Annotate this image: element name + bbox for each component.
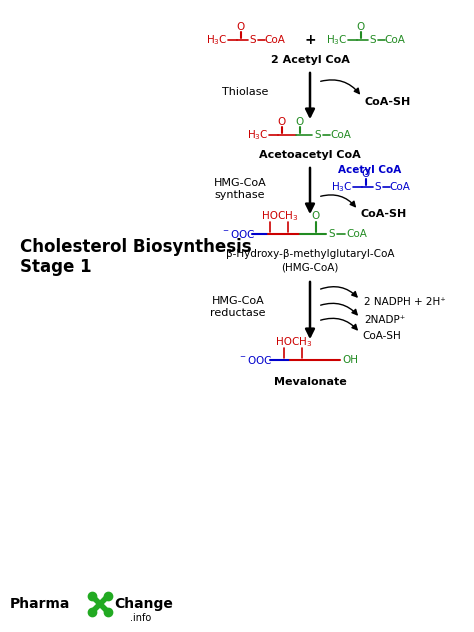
Text: H$_3$C: H$_3$C [331, 180, 353, 194]
Text: CoA: CoA [330, 130, 351, 140]
Text: O: O [362, 169, 370, 179]
Text: H$_3$C: H$_3$C [247, 128, 269, 142]
Text: OH: OH [342, 355, 358, 365]
Text: Acetoacetyl CoA: Acetoacetyl CoA [259, 150, 361, 160]
Text: $^-$OOC: $^-$OOC [238, 354, 272, 366]
Text: O: O [357, 22, 365, 32]
Text: S: S [374, 182, 381, 192]
Text: CoA: CoA [384, 35, 405, 45]
Text: H$_3$C: H$_3$C [206, 33, 228, 47]
Text: Mevalonate: Mevalonate [273, 377, 346, 387]
Text: HO: HO [262, 211, 278, 221]
Text: (HMG-CoA): (HMG-CoA) [281, 263, 339, 273]
Text: CH$_3$: CH$_3$ [277, 209, 299, 223]
Text: Thiolase: Thiolase [222, 87, 268, 97]
Text: S: S [370, 35, 376, 45]
Text: .info: .info [130, 613, 151, 623]
Text: S: S [315, 130, 321, 140]
Text: Acetyl CoA: Acetyl CoA [338, 165, 401, 175]
Text: β-Hydroxy-β-methylglutaryl-CoA: β-Hydroxy-β-methylglutaryl-CoA [226, 249, 394, 259]
Text: +: + [304, 33, 316, 47]
Text: CoA-SH: CoA-SH [365, 97, 411, 107]
Text: S: S [250, 35, 256, 45]
Text: HMG-CoA
synthase: HMG-CoA synthase [214, 178, 266, 200]
Text: HMG-CoA
reductase: HMG-CoA reductase [210, 296, 266, 318]
Text: CH$_3$: CH$_3$ [292, 335, 313, 349]
Text: Change: Change [114, 597, 173, 611]
Text: Cholesterol Biosynthesis
Stage 1: Cholesterol Biosynthesis Stage 1 [20, 238, 252, 276]
Text: O: O [312, 211, 320, 221]
Text: H$_3$C: H$_3$C [326, 33, 348, 47]
Text: 2 NADPH + 2H⁺: 2 NADPH + 2H⁺ [364, 297, 446, 307]
Text: Pharma: Pharma [10, 597, 70, 611]
Text: S: S [328, 229, 335, 239]
Text: CoA: CoA [390, 182, 410, 192]
Text: O: O [296, 117, 304, 127]
Text: O: O [237, 22, 245, 32]
Text: 2 Acetyl CoA: 2 Acetyl CoA [271, 55, 349, 65]
Text: CoA-SH: CoA-SH [361, 209, 407, 219]
Text: O: O [278, 117, 286, 127]
Text: $^-$OOC: $^-$OOC [221, 228, 255, 240]
Text: CoA: CoA [346, 229, 367, 239]
Text: CoA-SH: CoA-SH [363, 331, 401, 341]
Text: HO: HO [276, 337, 292, 347]
Text: 2NADP⁺: 2NADP⁺ [365, 315, 406, 325]
Text: CoA: CoA [264, 35, 285, 45]
